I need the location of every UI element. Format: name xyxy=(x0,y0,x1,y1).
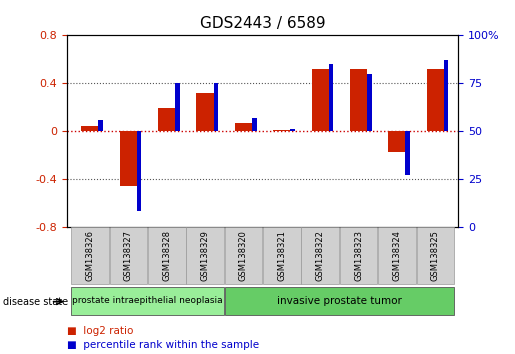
Text: GSM138322: GSM138322 xyxy=(316,230,325,281)
Bar xyxy=(71,287,224,315)
Text: GSM138320: GSM138320 xyxy=(239,230,248,281)
Bar xyxy=(444,60,449,131)
Bar xyxy=(405,131,410,175)
Bar xyxy=(110,227,147,284)
Bar xyxy=(71,227,109,284)
Bar xyxy=(273,130,290,131)
Text: disease state: disease state xyxy=(3,297,67,307)
Bar xyxy=(98,120,103,131)
Bar xyxy=(119,131,137,186)
Text: ■  log2 ratio: ■ log2 ratio xyxy=(67,326,133,336)
Bar xyxy=(214,83,218,131)
Bar xyxy=(329,64,333,131)
Bar xyxy=(388,131,406,153)
Text: GSM138326: GSM138326 xyxy=(85,230,94,281)
Bar xyxy=(235,122,252,131)
Bar xyxy=(312,69,329,131)
Bar xyxy=(290,129,295,131)
Text: GSM138321: GSM138321 xyxy=(278,230,286,281)
Bar xyxy=(263,227,301,284)
Bar xyxy=(175,83,180,131)
Bar xyxy=(301,227,339,284)
Text: ■  percentile rank within the sample: ■ percentile rank within the sample xyxy=(67,340,259,350)
Bar xyxy=(378,227,416,284)
Text: GSM138328: GSM138328 xyxy=(162,230,171,281)
Bar xyxy=(225,287,454,315)
Text: prostate intraepithelial neoplasia: prostate intraepithelial neoplasia xyxy=(72,296,223,306)
Bar xyxy=(196,93,214,131)
Bar xyxy=(225,227,262,284)
Bar xyxy=(81,126,98,131)
Text: GSM138327: GSM138327 xyxy=(124,230,133,281)
Bar xyxy=(252,118,256,131)
Text: GSM138323: GSM138323 xyxy=(354,230,363,281)
Bar xyxy=(137,131,142,211)
Text: GSM138329: GSM138329 xyxy=(200,230,210,281)
Bar xyxy=(350,69,367,131)
Bar xyxy=(340,227,377,284)
Bar xyxy=(417,227,454,284)
Text: invasive prostate tumor: invasive prostate tumor xyxy=(277,296,402,306)
Title: GDS2443 / 6589: GDS2443 / 6589 xyxy=(200,16,325,32)
Bar xyxy=(427,69,444,131)
Bar xyxy=(158,108,175,131)
Bar xyxy=(148,227,185,284)
Bar xyxy=(186,227,224,284)
Text: GSM138324: GSM138324 xyxy=(392,230,402,281)
Text: GSM138325: GSM138325 xyxy=(431,230,440,281)
Bar xyxy=(367,74,372,131)
